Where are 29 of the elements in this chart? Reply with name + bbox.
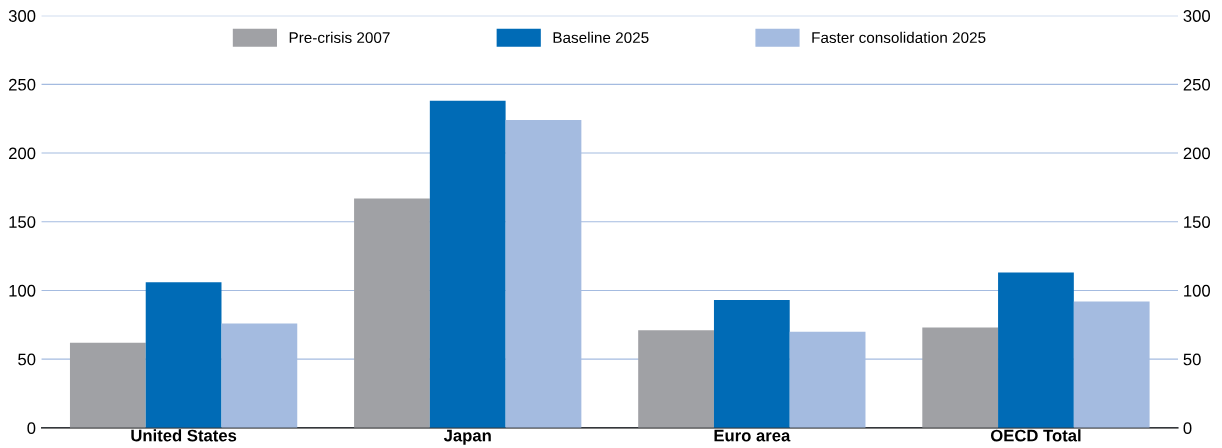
y-tick-label: 0	[27, 422, 36, 435]
x-tick-label: Japan	[443, 429, 491, 445]
y2-tick-label: 0	[1183, 422, 1192, 435]
bar	[69, 342, 146, 428]
x-tick-label: United States	[131, 429, 237, 442]
bar	[638, 330, 714, 428]
y2-tick-label: 200	[1183, 147, 1211, 160]
x-tick-label: Euro area	[714, 429, 791, 442]
y-tick-label: 300	[8, 10, 36, 22]
legend-label: Faster consolidation 2025	[812, 31, 986, 44]
y2-tick-label: 250	[1183, 78, 1211, 91]
y2-tick-label: 100	[1184, 284, 1211, 297]
bar	[922, 327, 999, 428]
bar	[998, 272, 1074, 428]
bar	[429, 100, 506, 428]
x-tick-label: OECD Total	[990, 429, 1081, 442]
legend-label: Pre-crisis 2007	[289, 31, 390, 44]
legend-label: Baseline 2025	[553, 31, 649, 44]
bar	[145, 282, 222, 428]
y-tick-label: 50	[18, 353, 36, 366]
y-tick-label: 200	[9, 147, 36, 160]
y-tick-label: 250	[9, 78, 36, 91]
bar	[354, 198, 430, 428]
y2-tick-label: 50	[1183, 353, 1201, 366]
y-tick-label: 100	[9, 284, 36, 297]
y2-tick-label: 150	[1184, 216, 1211, 228]
bar	[713, 300, 790, 428]
y-tick-label: 150	[9, 216, 36, 228]
y2-tick-label: 300	[1183, 10, 1211, 22]
